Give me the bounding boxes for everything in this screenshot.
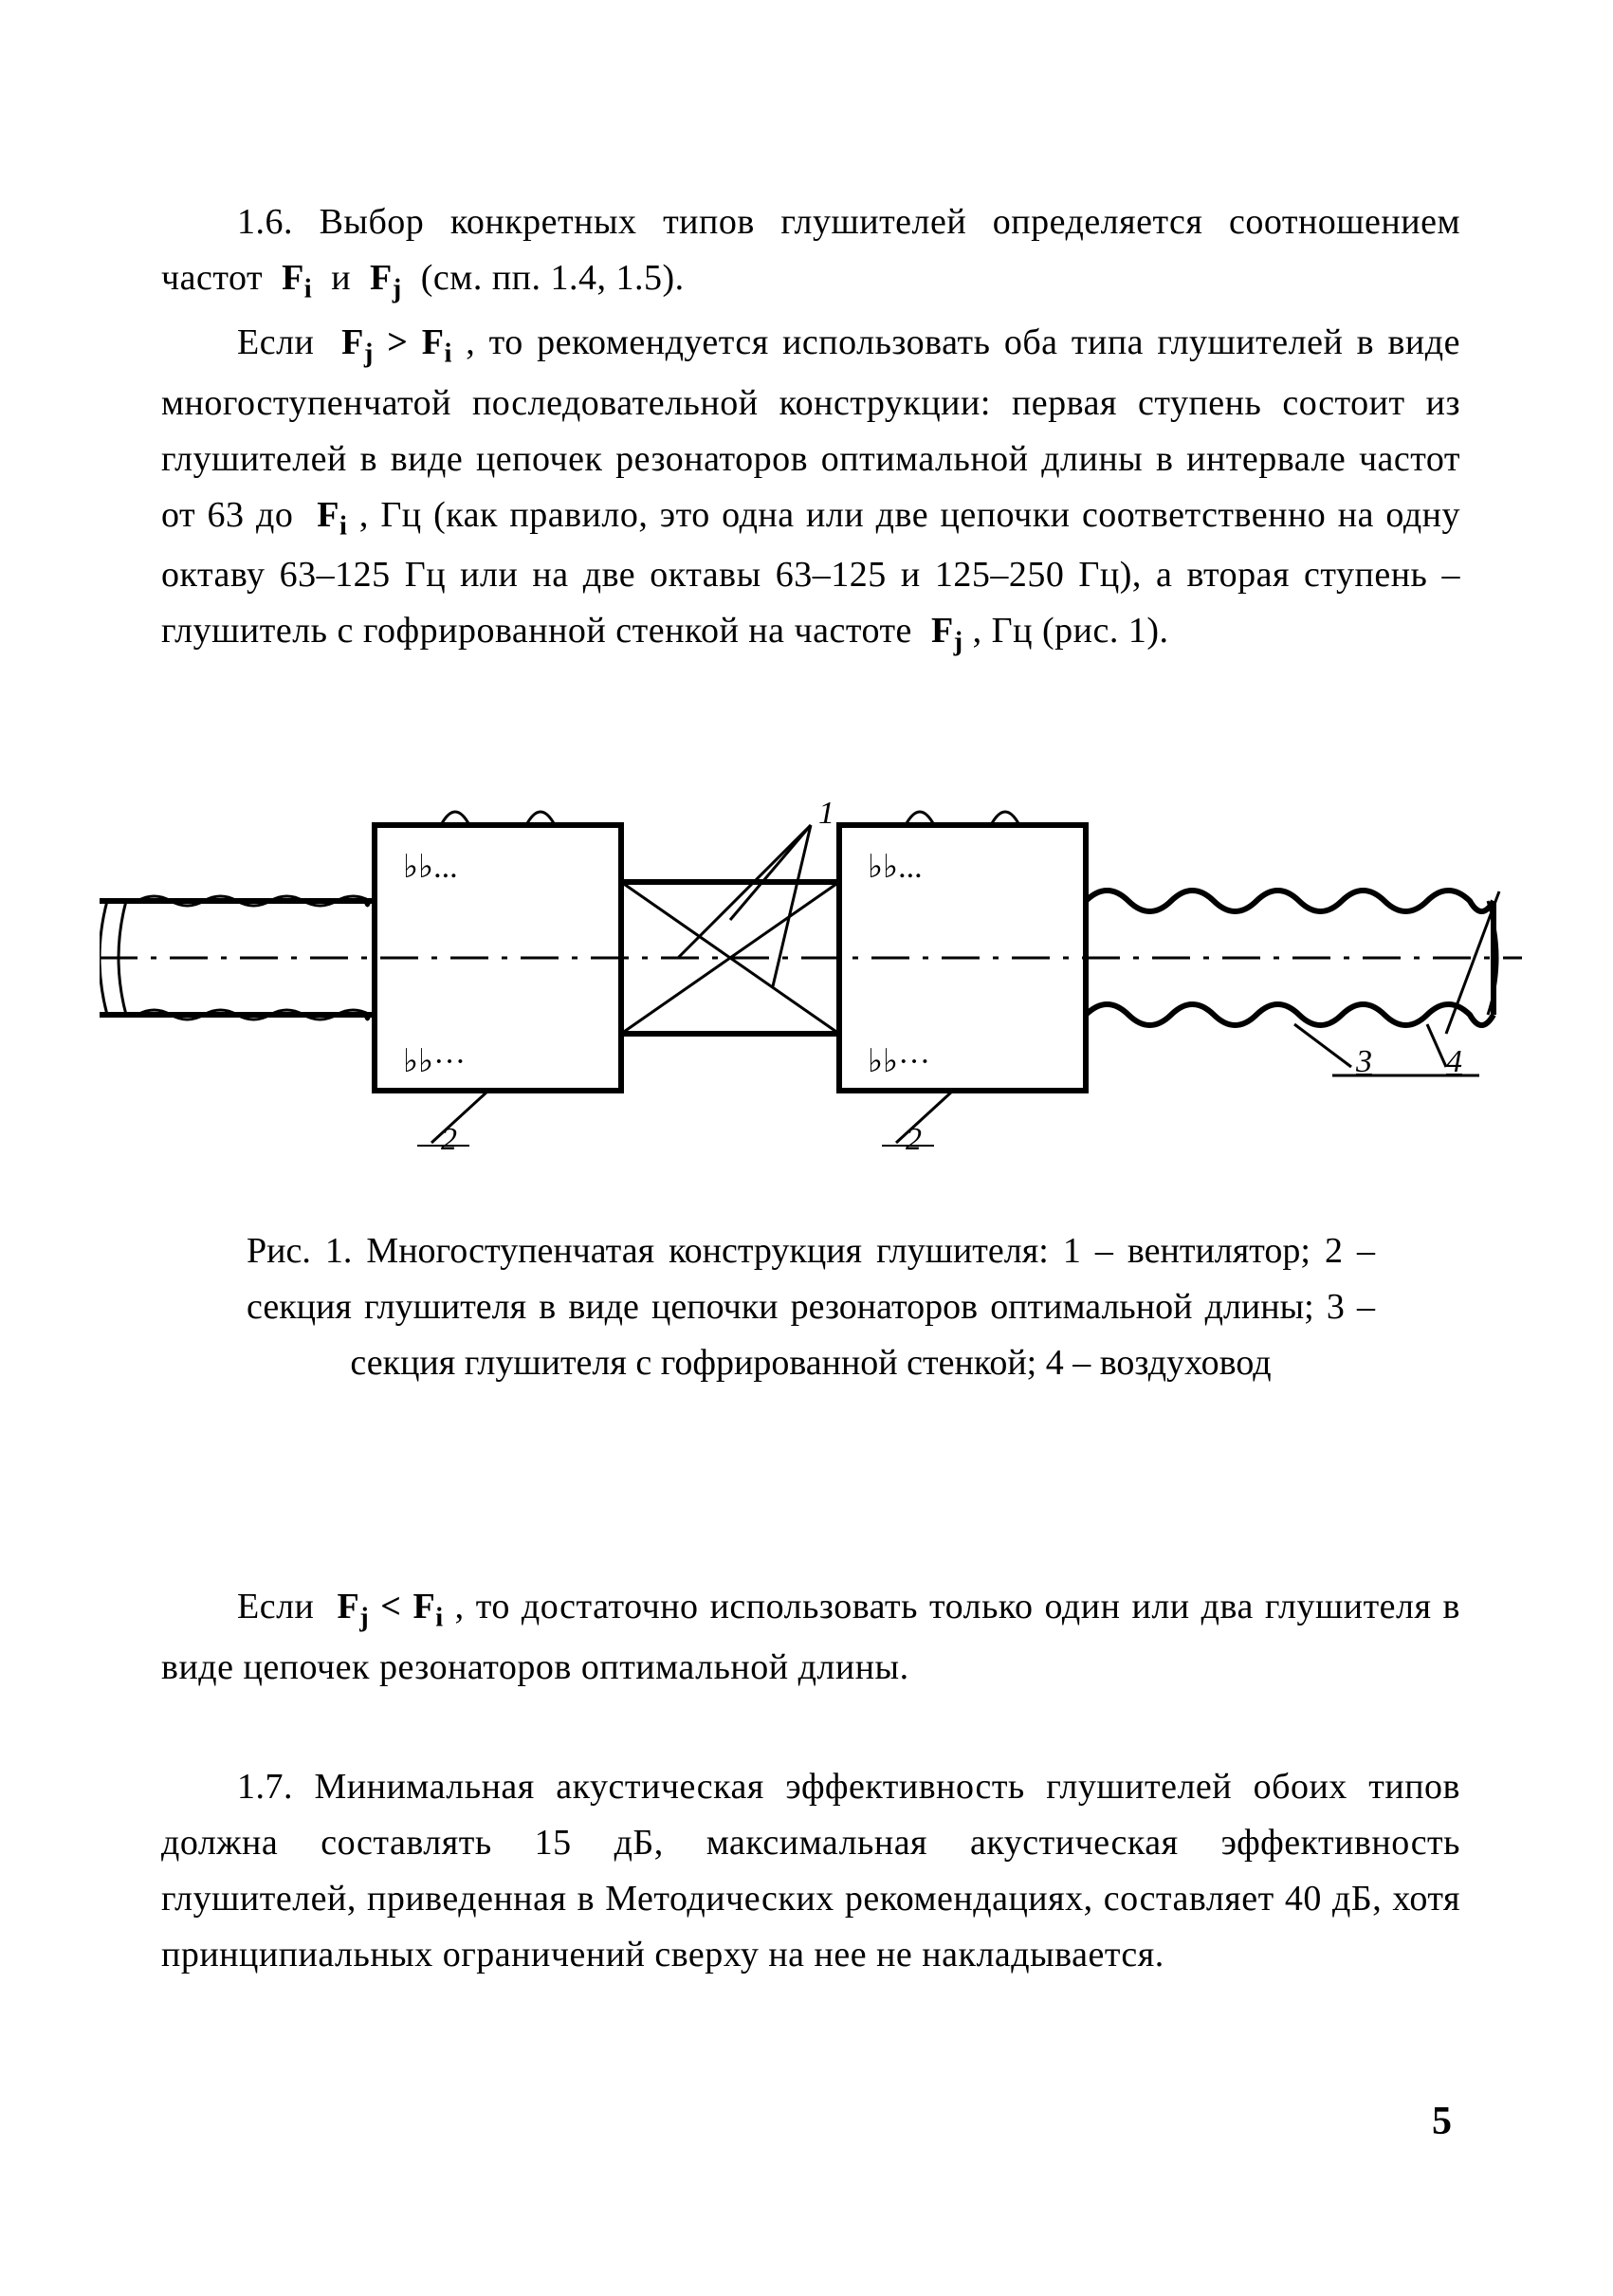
paragraph-1-6-intro: 1.6. Выбор конкретных типов глушителей о… bbox=[161, 194, 1460, 311]
figure-1-diagram: ♭♭... ♭♭··· ♭♭... ♭♭··· 1 2 2 3 4 bbox=[100, 759, 1522, 1157]
svg-text:1: 1 bbox=[818, 796, 834, 831]
svg-text:2: 2 bbox=[906, 1122, 922, 1157]
svg-text:4: 4 bbox=[1446, 1044, 1462, 1079]
svg-text:♭♭...: ♭♭... bbox=[403, 850, 458, 885]
paragraph-if-fj-lt-fi: Если Fj < Fi , то достаточно использоват… bbox=[161, 1579, 1460, 1696]
page: 1.6. Выбор конкретных типов глушителей о… bbox=[0, 0, 1613, 2296]
paragraph-1-7: 1.7. Минимальная акустическая эффективно… bbox=[161, 1759, 1460, 1983]
svg-text:♭♭···: ♭♭··· bbox=[868, 1044, 930, 1079]
svg-text:♭♭···: ♭♭··· bbox=[403, 1044, 466, 1079]
paragraph-1-6-body: Если Fj > Fi , то рекомендуется использо… bbox=[161, 315, 1460, 664]
svg-text:♭♭...: ♭♭... bbox=[868, 850, 923, 885]
svg-text:2: 2 bbox=[441, 1122, 457, 1157]
figure-1-caption: Рис. 1. Многоступенчатая конструкция глу… bbox=[247, 1223, 1375, 1391]
svg-text:3: 3 bbox=[1355, 1044, 1372, 1079]
page-number: 5 bbox=[1432, 2099, 1452, 2144]
